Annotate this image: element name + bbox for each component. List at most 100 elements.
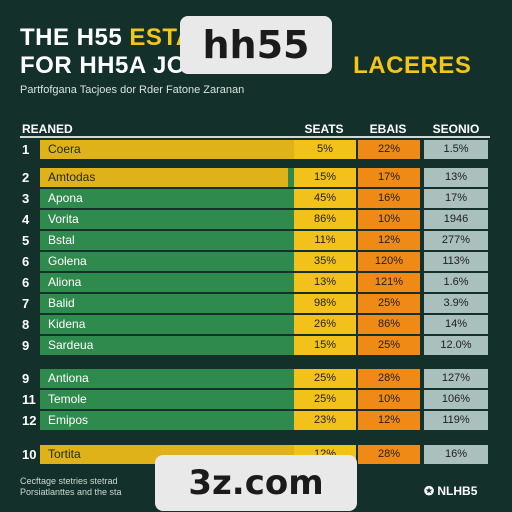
row-ebais-cell: 121% xyxy=(358,273,420,292)
row-name: Balid xyxy=(48,296,75,310)
row-rank: 9 xyxy=(22,338,30,353)
title-line-1-main: THE H55 xyxy=(20,24,130,51)
row-name: Bstal xyxy=(48,233,75,247)
column-header-name: REANED xyxy=(22,122,73,136)
table-row: 3 Apona 45% 16% 17% xyxy=(22,189,488,208)
row-seonio-cell: 14% xyxy=(424,315,488,334)
row-seonio-cell: 119% xyxy=(424,411,488,430)
table-row: 6 Aliona 13% 121% 1.6% xyxy=(22,273,488,292)
column-header-seonio: SEONIO xyxy=(432,122,480,136)
row-ebais-cell: 22% xyxy=(358,140,420,159)
row-ebais-cell: 12% xyxy=(358,231,420,250)
row-rank: 2 xyxy=(22,170,30,185)
row-seats-cell: 86% xyxy=(294,210,356,229)
table-row: 4 Vorita 86% 10% 1946 xyxy=(22,210,488,229)
title-line-2: FOR HH5A JOG LACERES xyxy=(20,52,471,80)
row-rank: 1 xyxy=(22,142,30,157)
row-ebais-cell: 120% xyxy=(358,252,420,271)
row-name-bar: Coera xyxy=(40,140,316,159)
table-row: 5 Bstal 11% 12% 277% xyxy=(22,231,488,250)
row-ebais-cell: 10% xyxy=(358,390,420,409)
row-rank: 5 xyxy=(22,233,30,248)
row-seats-cell: 35% xyxy=(294,252,356,271)
row-seats-cell: 45% xyxy=(294,189,356,208)
row-ebais-cell: 28% xyxy=(358,369,420,388)
row-highlight-fill xyxy=(40,168,289,187)
row-seats-cell: 5% xyxy=(294,140,356,159)
row-seats-cell: 25% xyxy=(294,369,356,388)
row-seonio-cell: 1.6% xyxy=(424,273,488,292)
row-name: Amtodas xyxy=(48,170,96,184)
column-header-seats: SEATS xyxy=(304,122,344,136)
row-seonio-cell: 17% xyxy=(424,189,488,208)
title-line-2-main: FOR HH5A JOG xyxy=(20,52,206,79)
row-name-bar: Amtodas xyxy=(40,168,316,187)
row-rank: 11 xyxy=(22,392,36,407)
row-rank: 6 xyxy=(22,275,30,290)
row-name: Temole xyxy=(48,392,87,406)
row-name: Golena xyxy=(48,254,87,268)
row-seonio-cell: 3.9% xyxy=(424,294,488,313)
row-rank: 4 xyxy=(22,212,30,227)
table-row: 11 Temole 25% 10% 106% xyxy=(22,390,488,409)
row-name: Aliona xyxy=(48,275,82,289)
row-seats-cell: 23% xyxy=(294,411,356,430)
row-ebais-cell: 10% xyxy=(358,210,420,229)
row-ebais-cell: 28% xyxy=(358,445,420,464)
row-name-bar: Temole xyxy=(40,390,316,409)
row-ebais-cell: 17% xyxy=(358,168,420,187)
watermark-top: hh55 xyxy=(180,16,332,74)
row-name: Antiona xyxy=(48,371,89,385)
table-row: 9 Sardeua 15% 25% 12.0% xyxy=(22,336,488,355)
header-divider xyxy=(20,136,490,138)
row-name-bar: Antiona xyxy=(40,369,316,388)
footnote: Cecftage stetries stetrad Porsiatlanttes… xyxy=(20,476,122,497)
row-seonio-cell: 1946 xyxy=(424,210,488,229)
row-seats-cell: 98% xyxy=(294,294,356,313)
row-rank: 12 xyxy=(22,413,37,428)
row-seats-cell: 26% xyxy=(294,315,356,334)
row-seonio-cell: 16% xyxy=(424,445,488,464)
row-ebais-cell: 12% xyxy=(358,411,420,430)
column-header-ebais: EBAIS xyxy=(369,122,407,136)
chart-subtitle: Partfofgana Tacjoes dor Rder Fatone Zara… xyxy=(20,84,245,96)
row-seats-cell: 11% xyxy=(294,231,356,250)
row-name-bar: Aliona xyxy=(40,273,316,292)
row-ebais-cell: 16% xyxy=(358,189,420,208)
watermark-bottom: 3z.com xyxy=(155,455,357,511)
row-name-bar: Emipos xyxy=(40,411,316,430)
table-row: 1 Coera 5% 22% 1.5% xyxy=(22,140,488,159)
table-row: 9 Antiona 25% 28% 127% xyxy=(22,369,488,388)
row-name-bar: Sardeua xyxy=(40,336,316,355)
row-seats-cell: 13% xyxy=(294,273,356,292)
row-name-bar: Bstal xyxy=(40,231,316,250)
row-ebais-cell: 25% xyxy=(358,294,420,313)
row-rank: 10 xyxy=(22,447,37,462)
row-seonio-cell: 13% xyxy=(424,168,488,187)
row-ebais-cell: 25% xyxy=(358,336,420,355)
row-seats-cell: 15% xyxy=(294,336,356,355)
row-name: Vorita xyxy=(48,212,79,226)
row-ebais-cell: 86% xyxy=(358,315,420,334)
row-name: Emipos xyxy=(48,413,89,427)
row-name: Apona xyxy=(48,191,83,205)
row-name: Sardeua xyxy=(48,338,94,352)
row-rank: 6 xyxy=(22,254,30,269)
row-rank: 8 xyxy=(22,317,30,332)
row-seonio-cell: 12.0% xyxy=(424,336,488,355)
title-line-2-accent: LACERES xyxy=(353,52,472,79)
row-name: Coera xyxy=(48,142,81,156)
row-name-bar: Golena xyxy=(40,252,316,271)
row-name-bar: Balid xyxy=(40,294,316,313)
row-seats-cell: 15% xyxy=(294,168,356,187)
row-name: Tortita xyxy=(48,447,81,461)
row-seonio-cell: 106% xyxy=(424,390,488,409)
table-row: 7 Balid 98% 25% 3.9% xyxy=(22,294,488,313)
row-seonio-cell: 277% xyxy=(424,231,488,250)
row-rank: 9 xyxy=(22,371,30,386)
row-rank: 7 xyxy=(22,296,30,311)
row-name: Kidena xyxy=(48,317,86,331)
table-row: 8 Kidena 26% 86% 14% xyxy=(22,315,488,334)
row-seonio-cell: 113% xyxy=(424,252,488,271)
